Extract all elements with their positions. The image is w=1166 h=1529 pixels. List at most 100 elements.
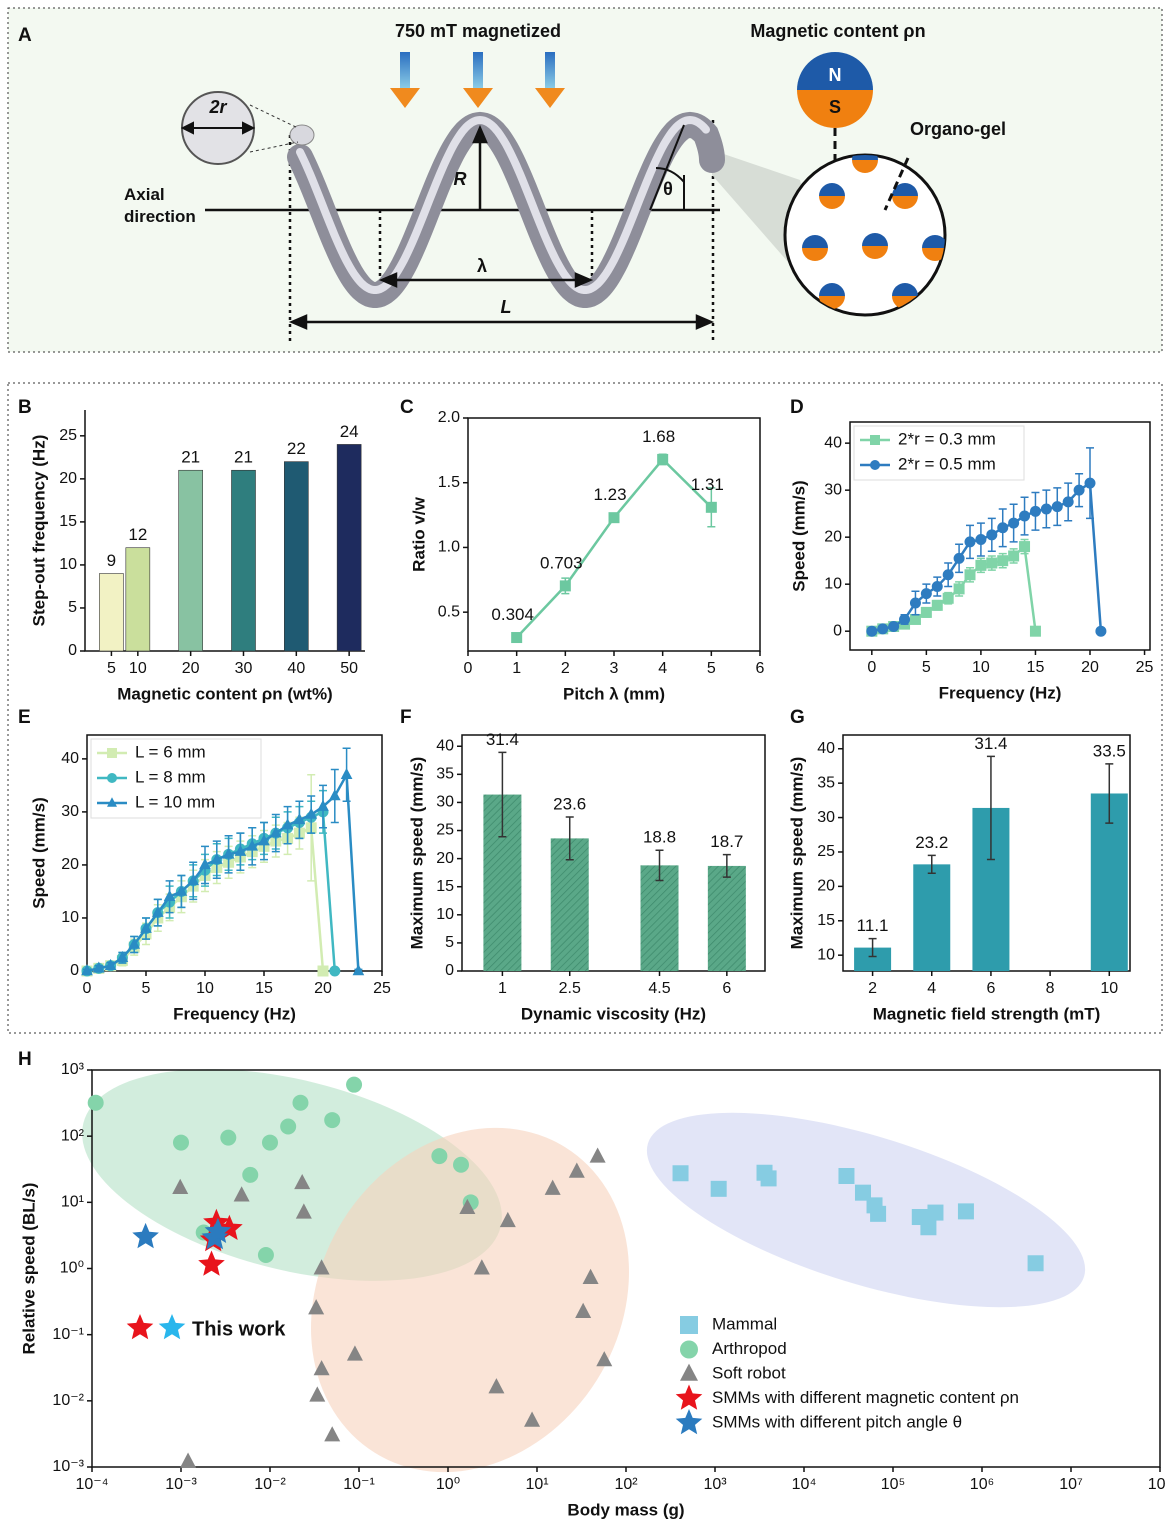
y-tick-label: 40	[824, 434, 842, 451]
data-point	[976, 560, 986, 570]
north-label: N	[829, 65, 842, 85]
x-tick-label: 15	[255, 980, 273, 997]
x-axis-label: Magnetic field strength (mT)	[873, 1004, 1101, 1023]
data-point	[242, 1167, 258, 1183]
diameter-label: 2r	[208, 97, 227, 117]
data-point	[342, 769, 352, 779]
data-point	[590, 1147, 606, 1162]
x-tick-label: 10⁷	[1059, 1476, 1083, 1493]
panel-label: C	[400, 397, 414, 418]
y-tick-label: 10	[59, 556, 77, 573]
x-tick-label: 5	[107, 660, 116, 677]
data-label: 33.5	[1093, 741, 1126, 760]
panel-label: E	[18, 707, 31, 728]
data-label: 23.6	[553, 795, 586, 814]
y-tick-label: 10²	[61, 1127, 85, 1144]
x-tick-label: 10⁻¹	[343, 1476, 375, 1493]
data-point	[900, 614, 910, 624]
x-tick-label: 50	[340, 660, 358, 677]
y-tick-label: 5	[68, 599, 77, 616]
data-point	[1030, 506, 1040, 516]
x-tick-label: 10⁶	[970, 1476, 994, 1493]
x-tick-label: 20	[1081, 659, 1099, 676]
x-tick-label: 20	[314, 980, 332, 997]
data-point	[220, 1130, 236, 1146]
x-tick-label: 10⁸	[1148, 1476, 1166, 1493]
panel-label: F	[400, 707, 412, 728]
y-axis-label: Relative speed (BL/s)	[19, 1183, 38, 1355]
length-label: L	[501, 297, 512, 317]
data-label: 0.304	[491, 605, 534, 624]
panel-label: G	[790, 707, 805, 728]
data-point	[711, 1181, 727, 1197]
gel-label: Organo-gel	[910, 119, 1006, 139]
radius-label: R	[454, 169, 467, 189]
x-tick-label: 5	[142, 980, 151, 997]
legend-label: L = 10 mm	[135, 792, 215, 811]
data-point	[867, 626, 877, 636]
y-tick-label: 15	[436, 878, 454, 895]
bar	[708, 866, 746, 971]
data-point	[954, 584, 964, 594]
data-point	[927, 1205, 943, 1221]
legend-label: L = 6 mm	[135, 742, 206, 761]
panel-label: B	[18, 397, 32, 418]
x-tick-label: 25	[373, 980, 391, 997]
legend-label: 2*r = 0.5 mm	[898, 454, 996, 473]
x-tick-label: 2	[868, 980, 877, 997]
legend-label: Arthropod	[712, 1339, 787, 1358]
x-tick-label: 10⁵	[881, 1476, 905, 1493]
y-tick-label: 40	[61, 750, 79, 767]
y-tick-label: 15	[59, 513, 77, 530]
data-point	[1009, 518, 1019, 528]
y-tick-label: 0	[68, 642, 77, 659]
data-point	[889, 621, 899, 631]
x-tick-label: 0	[83, 980, 92, 997]
x-tick-label: 8	[1046, 980, 1055, 997]
x-tick-label: 10	[1100, 980, 1118, 997]
x-tick-label: 10⁰	[436, 1476, 460, 1493]
y-tick-label: 35	[436, 766, 454, 783]
x-tick-label: 4.5	[648, 980, 670, 997]
data-label: 31.4	[974, 734, 1007, 753]
x-tick-label: 6	[986, 980, 995, 997]
y-tick-label: 10¹	[61, 1194, 84, 1211]
data-label: 1.68	[642, 427, 675, 446]
data-point	[965, 537, 975, 547]
data-point	[921, 607, 931, 617]
legend-marker	[870, 460, 880, 470]
y-axis-label: Ratio v/w	[409, 496, 428, 571]
data-label: 18.8	[643, 828, 676, 847]
data-point	[987, 558, 997, 568]
legend-label: Soft robot	[712, 1363, 786, 1382]
data-point	[330, 966, 340, 976]
data-point	[324, 1112, 340, 1128]
x-axis-label: Magnetic content ρn (wt%)	[117, 684, 332, 703]
data-point	[258, 1247, 274, 1263]
x-axis-label: Frequency (Hz)	[939, 683, 1062, 702]
field-label: 750 mT magnetized	[395, 21, 561, 41]
south-label: S	[829, 97, 841, 117]
x-tick-label: 40	[287, 660, 305, 677]
panel-label: H	[18, 1049, 32, 1070]
x-tick-label: 30	[235, 660, 253, 677]
data-label: 12	[128, 525, 147, 544]
x-tick-label: 6	[722, 980, 731, 997]
data-point	[1028, 1255, 1044, 1271]
x-tick-label: 3	[610, 660, 619, 677]
x-tick-label: 0	[464, 660, 473, 677]
y-tick-label: 0	[445, 962, 454, 979]
data-point	[987, 530, 997, 540]
data-point	[453, 1157, 469, 1173]
y-tick-label: 10⁻³	[52, 1458, 84, 1475]
y-tick-label: 20	[436, 850, 454, 867]
data-point	[958, 1203, 974, 1219]
x-tick-label: 10	[196, 980, 214, 997]
y-tick-label: 10³	[61, 1061, 85, 1078]
data-point	[943, 593, 953, 603]
mammal-region	[626, 1073, 1105, 1348]
legend-marker	[676, 1409, 703, 1434]
data-label: 23.2	[915, 833, 948, 852]
x-tick-label: 15	[1027, 659, 1045, 676]
data-point	[1030, 626, 1040, 636]
